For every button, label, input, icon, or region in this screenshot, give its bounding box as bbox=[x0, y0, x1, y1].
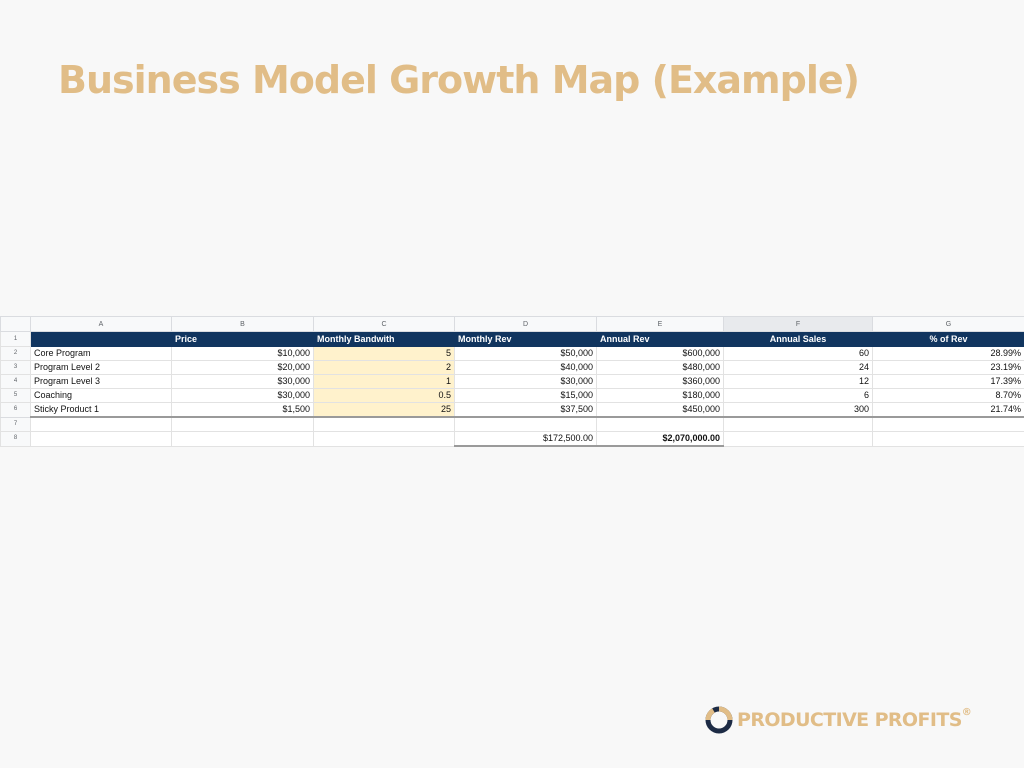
empty-cell[interactable] bbox=[171, 431, 314, 447]
cell-product[interactable]: Program Level 3 bbox=[30, 374, 172, 389]
logo-wordmark: PRODUCTIVE PROFITS® bbox=[737, 707, 972, 731]
column-header-a[interactable]: A bbox=[30, 316, 172, 332]
cell-percent-rev[interactable]: 23.19% bbox=[872, 360, 1024, 375]
header-cell-product[interactable] bbox=[30, 331, 172, 347]
productive-profits-logo: PRODUCTIVE PROFITS® bbox=[704, 704, 972, 736]
cell-price[interactable]: $1,500 bbox=[171, 402, 314, 418]
row-number[interactable]: 2 bbox=[0, 346, 31, 361]
column-header-f[interactable]: F bbox=[723, 316, 873, 332]
total-annual-rev[interactable]: $2,070,000.00 bbox=[596, 431, 724, 447]
row-number[interactable]: 8 bbox=[0, 431, 31, 447]
totals-row: 8 $172,500.00 $2,070,000.00 bbox=[0, 431, 1024, 447]
cell-percent-rev[interactable]: 28.99% bbox=[872, 346, 1024, 361]
column-header-c[interactable]: C bbox=[313, 316, 455, 332]
empty-cell[interactable] bbox=[723, 416, 873, 432]
empty-cell[interactable] bbox=[454, 416, 597, 432]
empty-cell[interactable] bbox=[313, 431, 455, 447]
header-cell-annual-rev[interactable]: Annual Rev bbox=[596, 331, 724, 347]
empty-cell[interactable] bbox=[723, 431, 873, 447]
cell-product[interactable]: Sticky Product 1 bbox=[30, 402, 172, 418]
total-monthly-rev[interactable]: $172,500.00 bbox=[454, 431, 597, 447]
cell-annual-rev[interactable]: $600,000 bbox=[596, 346, 724, 361]
row-number[interactable]: 1 bbox=[0, 331, 31, 347]
cell-product[interactable]: Coaching bbox=[30, 388, 172, 403]
row-number[interactable]: 5 bbox=[0, 388, 31, 403]
column-header-e[interactable]: E bbox=[596, 316, 724, 332]
cell-price[interactable]: $20,000 bbox=[171, 360, 314, 375]
cell-price[interactable]: $30,000 bbox=[171, 374, 314, 389]
header-cell-monthly-bandwidth[interactable]: Monthly Bandwith bbox=[313, 331, 455, 347]
column-header-b[interactable]: B bbox=[171, 316, 314, 332]
registered-mark: ® bbox=[961, 707, 972, 718]
table-row: 2 Core Program $10,000 5 $50,000 $600,00… bbox=[0, 346, 1024, 361]
cell-annual-rev[interactable]: $450,000 bbox=[596, 402, 724, 418]
cell-monthly-bandwidth[interactable]: 2 bbox=[313, 360, 455, 375]
cell-percent-rev[interactable]: 17.39% bbox=[872, 374, 1024, 389]
column-header-g[interactable]: G bbox=[872, 316, 1024, 332]
row-number[interactable]: 4 bbox=[0, 374, 31, 389]
row-number[interactable]: 6 bbox=[0, 402, 31, 418]
empty-cell[interactable] bbox=[30, 416, 172, 432]
empty-cell[interactable] bbox=[171, 416, 314, 432]
cell-annual-sales[interactable]: 300 bbox=[723, 402, 873, 418]
table-row: 3 Program Level 2 $20,000 2 $40,000 $480… bbox=[0, 360, 1024, 375]
select-all-corner[interactable] bbox=[0, 316, 31, 332]
cell-monthly-bandwidth[interactable]: 25 bbox=[313, 402, 455, 418]
spreadsheet: A B C D E F G 1 Price Monthly Bandwith M… bbox=[0, 316, 1024, 447]
cell-monthly-rev[interactable]: $40,000 bbox=[454, 360, 597, 375]
empty-row: 7 bbox=[0, 416, 1024, 432]
cell-price[interactable]: $10,000 bbox=[171, 346, 314, 361]
cell-monthly-rev[interactable]: $37,500 bbox=[454, 402, 597, 418]
cell-annual-rev[interactable]: $360,000 bbox=[596, 374, 724, 389]
cell-annual-rev[interactable]: $180,000 bbox=[596, 388, 724, 403]
table-row: 6 Sticky Product 1 $1,500 25 $37,500 $45… bbox=[0, 402, 1024, 418]
table-header-row: 1 Price Monthly Bandwith Monthly Rev Ann… bbox=[0, 331, 1024, 347]
column-header-d[interactable]: D bbox=[454, 316, 597, 332]
empty-cell[interactable] bbox=[872, 431, 1024, 447]
cell-annual-sales[interactable]: 60 bbox=[723, 346, 873, 361]
header-cell-price[interactable]: Price bbox=[171, 331, 314, 347]
cell-percent-rev[interactable]: 8.70% bbox=[872, 388, 1024, 403]
table-row: 4 Program Level 3 $30,000 1 $30,000 $360… bbox=[0, 374, 1024, 389]
cell-annual-sales[interactable]: 6 bbox=[723, 388, 873, 403]
cell-annual-sales[interactable]: 24 bbox=[723, 360, 873, 375]
cell-monthly-bandwidth[interactable]: 5 bbox=[313, 346, 455, 361]
cell-product[interactable]: Program Level 2 bbox=[30, 360, 172, 375]
row-number[interactable]: 3 bbox=[0, 360, 31, 375]
cell-annual-rev[interactable]: $480,000 bbox=[596, 360, 724, 375]
empty-cell[interactable] bbox=[313, 416, 455, 432]
spreadsheet-grid: A B C D E F G 1 Price Monthly Bandwith M… bbox=[0, 316, 1024, 447]
slide-title: Business Model Growth Map (Example) bbox=[58, 58, 860, 102]
empty-cell[interactable] bbox=[30, 431, 172, 447]
cell-monthly-bandwidth[interactable]: 1 bbox=[313, 374, 455, 389]
cell-monthly-bandwidth[interactable]: 0.5 bbox=[313, 388, 455, 403]
cell-product[interactable]: Core Program bbox=[30, 346, 172, 361]
header-cell-monthly-rev[interactable]: Monthly Rev bbox=[454, 331, 597, 347]
header-cell-percent-rev[interactable]: % of Rev bbox=[872, 331, 1024, 347]
cell-monthly-rev[interactable]: $50,000 bbox=[454, 346, 597, 361]
row-number[interactable]: 7 bbox=[0, 416, 31, 432]
header-cell-annual-sales[interactable]: Annual Sales bbox=[723, 331, 873, 347]
ring-logo-icon bbox=[705, 706, 733, 734]
cell-annual-sales[interactable]: 12 bbox=[723, 374, 873, 389]
empty-cell[interactable] bbox=[596, 416, 724, 432]
empty-cell[interactable] bbox=[872, 416, 1024, 432]
cell-monthly-rev[interactable]: $15,000 bbox=[454, 388, 597, 403]
cell-price[interactable]: $30,000 bbox=[171, 388, 314, 403]
column-header-row: A B C D E F G bbox=[0, 316, 1024, 332]
cell-monthly-rev[interactable]: $30,000 bbox=[454, 374, 597, 389]
table-row: 5 Coaching $30,000 0.5 $15,000 $180,000 … bbox=[0, 388, 1024, 403]
cell-percent-rev[interactable]: 21.74% bbox=[872, 402, 1024, 418]
